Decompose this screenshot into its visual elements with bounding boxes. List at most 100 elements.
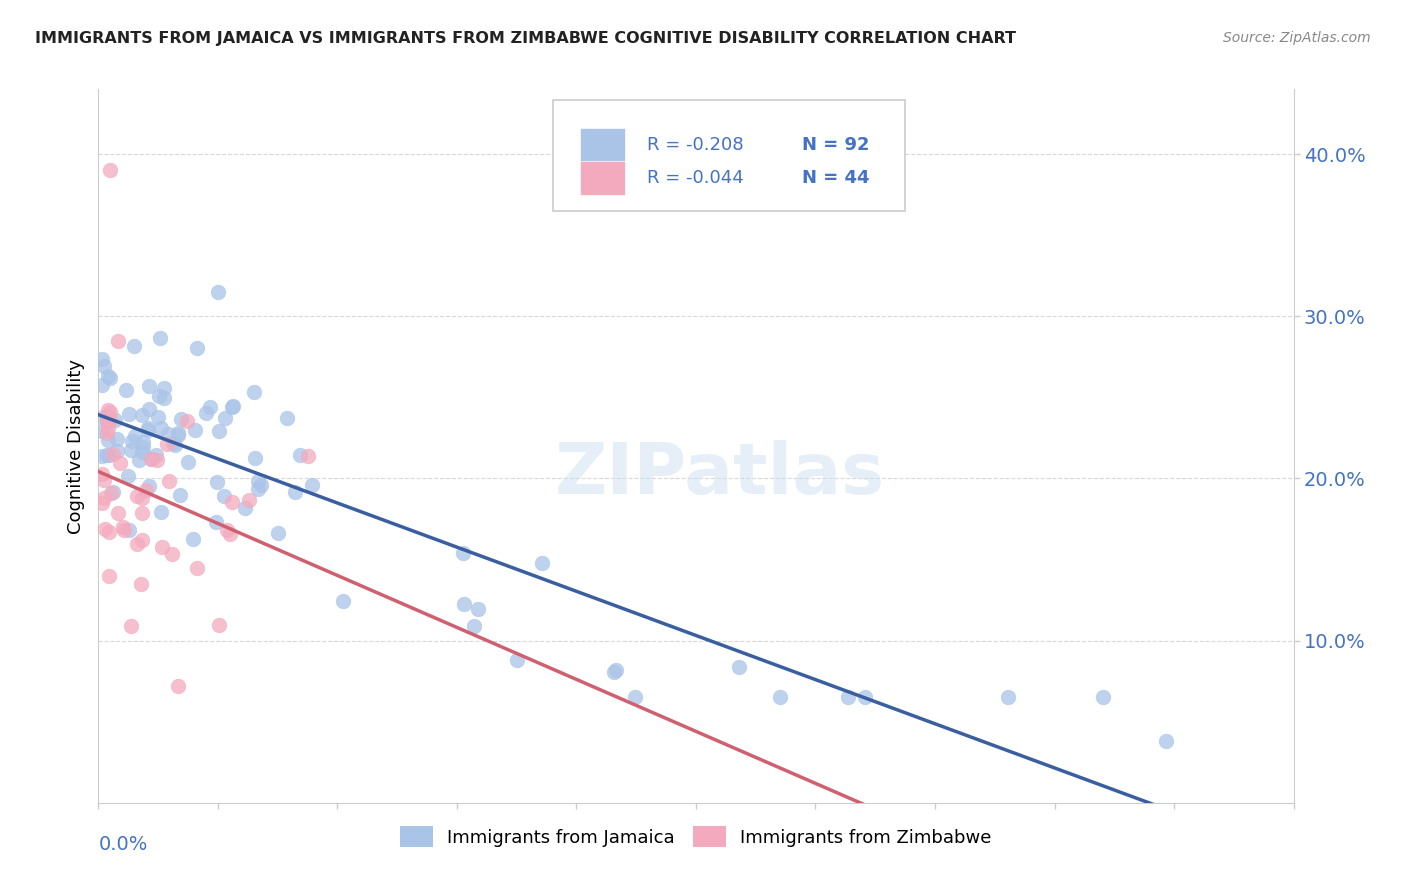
- Point: [728, 660, 751, 674]
- Point: [288, 449, 311, 463]
- Point: [97, 403, 120, 417]
- Point: [98, 371, 121, 385]
- Point: [117, 407, 139, 421]
- Point: [98, 163, 122, 178]
- Point: [131, 445, 153, 459]
- Point: [169, 488, 191, 502]
- Point: [120, 619, 142, 633]
- Point: [467, 601, 489, 615]
- Point: [122, 339, 145, 353]
- Text: R = -0.208: R = -0.208: [647, 136, 744, 153]
- Point: [117, 469, 139, 483]
- Point: [131, 409, 153, 423]
- Point: [463, 618, 485, 632]
- Point: [221, 400, 243, 414]
- Point: [170, 411, 193, 425]
- Text: ZIPatlas: ZIPatlas: [555, 440, 884, 509]
- Point: [208, 424, 231, 438]
- Point: [176, 414, 198, 428]
- Point: [297, 449, 319, 463]
- Point: [205, 515, 228, 529]
- Point: [149, 421, 172, 435]
- Text: Source: ZipAtlas.com: Source: ZipAtlas.com: [1223, 31, 1371, 45]
- Point: [91, 409, 114, 424]
- Point: [100, 486, 122, 500]
- Point: [91, 467, 114, 481]
- Point: [208, 618, 231, 632]
- Point: [94, 522, 117, 536]
- Point: [506, 653, 529, 667]
- Legend: Immigrants from Jamaica, Immigrants from Zimbabwe: Immigrants from Jamaica, Immigrants from…: [394, 819, 998, 855]
- Point: [837, 690, 859, 705]
- Point: [214, 489, 236, 503]
- Point: [135, 483, 157, 498]
- Point: [108, 456, 131, 470]
- Point: [105, 443, 128, 458]
- Point: [136, 423, 159, 437]
- Point: [150, 541, 173, 555]
- Point: [186, 341, 208, 355]
- Point: [98, 405, 121, 419]
- Point: [93, 491, 115, 506]
- Point: [247, 474, 270, 488]
- Point: [131, 533, 153, 547]
- Point: [96, 448, 118, 462]
- Text: R = -0.044: R = -0.044: [647, 169, 744, 187]
- Point: [131, 491, 153, 505]
- Point: [245, 450, 267, 465]
- Point: [98, 413, 121, 427]
- Point: [160, 547, 183, 561]
- Point: [131, 506, 153, 520]
- Point: [531, 556, 554, 570]
- Point: [157, 427, 180, 442]
- Point: [97, 569, 120, 583]
- Point: [112, 524, 135, 538]
- Point: [276, 411, 298, 425]
- Point: [1154, 734, 1177, 748]
- Point: [91, 424, 114, 438]
- Point: [138, 479, 160, 493]
- Point: [127, 537, 149, 551]
- Point: [120, 442, 142, 457]
- Point: [148, 389, 170, 403]
- Point: [105, 432, 128, 446]
- Point: [186, 560, 208, 574]
- Point: [162, 436, 184, 450]
- Point: [97, 421, 120, 435]
- Point: [453, 597, 475, 611]
- Point: [136, 421, 159, 435]
- Point: [218, 527, 240, 541]
- Point: [98, 448, 121, 462]
- Point: [96, 425, 118, 440]
- Bar: [581, 161, 626, 195]
- Point: [112, 519, 135, 533]
- Point: [997, 690, 1019, 705]
- Point: [93, 474, 115, 488]
- Point: [221, 400, 243, 414]
- Point: [166, 427, 188, 442]
- Point: [93, 359, 115, 374]
- Point: [91, 496, 114, 510]
- Point: [117, 523, 139, 537]
- Point: [101, 485, 124, 500]
- Point: [138, 401, 160, 416]
- Point: [132, 441, 155, 455]
- Bar: [581, 128, 626, 162]
- Point: [127, 489, 149, 503]
- Point: [96, 409, 118, 424]
- Point: [205, 475, 228, 490]
- Point: [1091, 690, 1114, 705]
- Point: [157, 474, 180, 488]
- Point: [207, 285, 229, 299]
- Point: [284, 485, 307, 500]
- Y-axis label: Cognitive Disability: Cognitive Disability: [66, 359, 84, 533]
- Point: [145, 448, 167, 462]
- Point: [200, 400, 222, 414]
- Point: [266, 525, 288, 540]
- Point: [101, 447, 124, 461]
- Point: [91, 378, 114, 392]
- Point: [166, 426, 188, 441]
- Point: [853, 690, 876, 705]
- Point: [153, 381, 176, 395]
- Point: [624, 690, 647, 705]
